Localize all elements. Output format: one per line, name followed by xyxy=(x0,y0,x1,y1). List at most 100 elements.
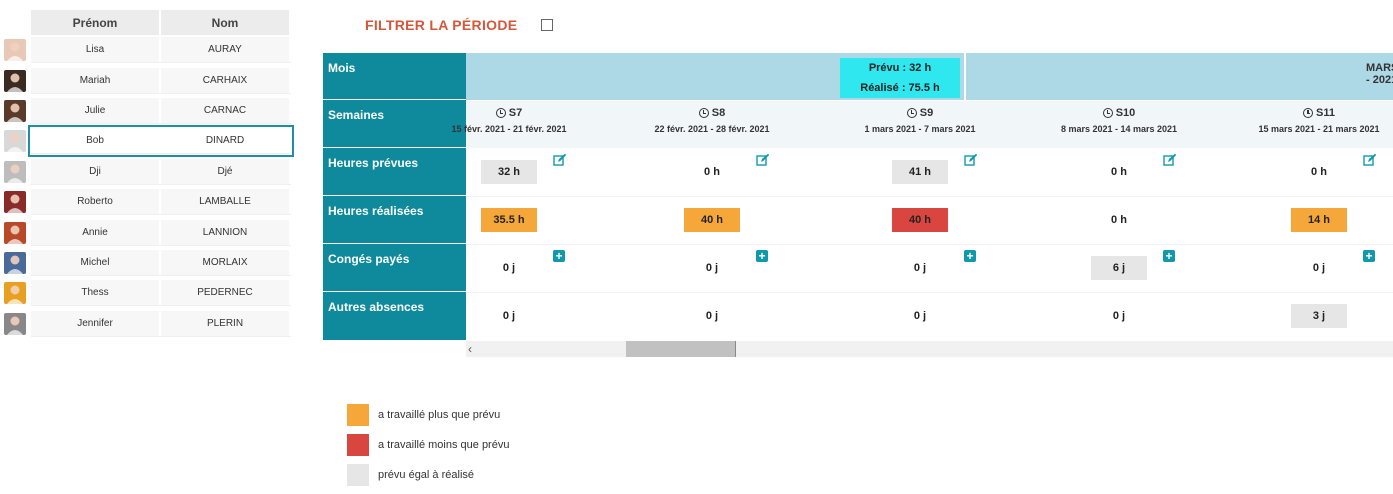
cell-autres[interactable]: 3 j xyxy=(1291,304,1347,328)
employee-nom: DINARD xyxy=(161,128,291,154)
cell-conges[interactable]: 0 j xyxy=(913,262,927,274)
cell-prevues[interactable]: 32 h xyxy=(481,160,537,184)
column-header-nom[interactable]: Nom xyxy=(161,10,291,35)
add-conges-plus-icon[interactable]: + xyxy=(1363,250,1375,262)
cell-conges[interactable]: 6 j xyxy=(1091,256,1147,280)
period-filter: FILTRER LA PÉRIODE xyxy=(365,17,554,33)
cell-prevues[interactable]: 0 h xyxy=(1111,166,1127,178)
employee-list-header: Prénom Nom xyxy=(31,10,291,35)
employee-prenom: Roberto xyxy=(31,189,161,215)
employee-row[interactable]: Thess PEDERNEC xyxy=(4,278,291,308)
employee-row[interactable]: Jennifer PLERIN xyxy=(4,309,291,339)
edit-icon[interactable] xyxy=(1163,153,1177,167)
week-number: S11 xyxy=(1316,107,1335,119)
employee-prenom: Bob xyxy=(31,128,161,154)
cell-autres[interactable]: 0 j xyxy=(913,310,927,322)
legend-item: a travaillé moins que prévu xyxy=(347,434,509,456)
add-conges-plus-icon[interactable]: + xyxy=(756,250,768,262)
week-number: S9 xyxy=(919,107,934,119)
female-avatar-icon xyxy=(4,99,26,122)
cell-realisees[interactable]: 40 h xyxy=(684,208,740,232)
edit-icon[interactable] xyxy=(1363,153,1377,167)
add-conges-plus-icon[interactable]: + xyxy=(964,250,976,262)
employee-nom: Djé xyxy=(161,158,291,184)
employee-prenom: Thess xyxy=(31,280,161,306)
employee-row[interactable]: Bob DINARD xyxy=(4,125,294,158)
month-divider xyxy=(964,53,966,100)
month-summary-realise: Réalisé : 75.5 h xyxy=(840,78,960,98)
cell-autres[interactable]: 0 j xyxy=(1112,310,1126,322)
employee-nom: CARNAC xyxy=(161,97,291,123)
cell-autres[interactable]: 0 j xyxy=(502,310,516,322)
row-label-conges-payes: Congés payés xyxy=(323,244,466,292)
legend-swatch xyxy=(347,434,369,456)
legend-label: a travaillé plus que prévu xyxy=(378,409,501,421)
cell-realisees[interactable]: 14 h xyxy=(1291,208,1347,232)
row-label-heures-prevues: Heures prévues xyxy=(323,148,466,196)
row-separator xyxy=(466,244,1393,245)
employee-nom: AURAY xyxy=(161,37,291,63)
employee-nom: LAMBALLE xyxy=(161,189,291,215)
edit-icon[interactable] xyxy=(756,153,770,167)
row-separator xyxy=(466,292,1393,293)
horizontal-scrollbar[interactable]: ‹ xyxy=(466,341,1393,357)
week-number: S7 xyxy=(508,107,523,119)
cell-conges[interactable]: 0 j xyxy=(705,262,719,274)
week-range: 1 mars 2021 - 7 mars 2021 xyxy=(864,124,976,134)
employee-row[interactable]: Lisa AURAY xyxy=(4,35,291,65)
edit-icon[interactable] xyxy=(964,153,978,167)
clock-icon xyxy=(1303,108,1314,118)
weeks-bar: S7 15 févr. 2021 - 21 févr. 2021 S8 22 févr… xyxy=(451,100,1393,148)
employee-nom: LANNION xyxy=(161,219,291,245)
legend-label: prévu égal à réalisé xyxy=(378,469,475,481)
filter-period-checkbox[interactable] xyxy=(541,19,554,31)
employee-row[interactable]: Michel MORLAIX xyxy=(4,248,291,278)
cell-conges[interactable]: 0 j xyxy=(1312,262,1326,274)
male-avatar-icon xyxy=(4,251,26,274)
employee-row[interactable]: Annie LANNION xyxy=(4,217,291,247)
cell-prevues[interactable]: 0 h xyxy=(704,166,720,178)
employee-row[interactable]: Julie CARNAC xyxy=(4,96,291,126)
month-summary-prevu: Prévu : 32 h xyxy=(840,58,960,78)
week-range: 8 mars 2021 - 14 mars 2021 xyxy=(1060,124,1178,134)
column-header-prenom[interactable]: Prénom xyxy=(31,10,161,35)
female-avatar-icon xyxy=(4,312,26,335)
employee-nom: PEDERNEC xyxy=(161,280,291,306)
edit-icon[interactable] xyxy=(553,153,567,167)
employee-list: Prénom Nom Lisa AURAY Mariah CARHAIX Julie CA… xyxy=(4,10,294,339)
employee-row[interactable]: Mariah CARHAIX xyxy=(4,65,291,95)
male-avatar-icon xyxy=(4,130,26,153)
female-avatar-icon xyxy=(4,282,26,305)
cell-prevues[interactable]: 0 h xyxy=(1311,166,1327,178)
clock-icon xyxy=(1102,108,1113,118)
week-header: S11 15 mars 2021 - 21 mars 2021 xyxy=(1219,101,1393,134)
week-number: S10 xyxy=(1115,107,1136,119)
employee-prenom: Lisa xyxy=(31,37,161,63)
scrollbar-thumb[interactable] xyxy=(626,341,736,357)
employee-row[interactable]: Roberto LAMBALLE xyxy=(4,187,291,217)
cell-realisees[interactable]: 40 h xyxy=(892,208,948,232)
row-separator xyxy=(466,196,1393,197)
week-range: 22 févr. 2021 - 28 févr. 2021 xyxy=(654,124,770,134)
default-user-icon xyxy=(4,160,26,183)
cell-conges[interactable]: 0 j xyxy=(502,262,516,274)
week-number: S8 xyxy=(711,107,726,119)
cell-realisees[interactable]: 0 h xyxy=(1111,214,1127,226)
months-bar: Prévu : 32 h Réalisé : 75.5 h MARS - 202… xyxy=(466,53,1393,100)
add-conges-plus-icon[interactable]: + xyxy=(553,250,565,262)
legend: a travaillé plus que prévu a travaillé mo… xyxy=(347,404,509,494)
clock-icon xyxy=(698,108,709,118)
employee-prenom: Mariah xyxy=(31,67,161,93)
week-header: S9 1 mars 2021 - 7 mars 2021 xyxy=(820,101,1020,134)
employee-nom: CARHAIX xyxy=(161,67,291,93)
scroll-left-arrow-icon[interactable]: ‹ xyxy=(468,342,472,356)
employee-row[interactable]: Dji Djé xyxy=(4,157,291,187)
row-label-mois: Mois xyxy=(323,53,466,100)
cell-autres[interactable]: 0 j xyxy=(705,310,719,322)
add-conges-plus-icon[interactable]: + xyxy=(1163,250,1175,262)
cell-realisees[interactable]: 35.5 h xyxy=(481,208,537,232)
female-avatar-icon xyxy=(4,39,26,62)
legend-item: a travaillé plus que prévu xyxy=(347,404,509,426)
cell-prevues[interactable]: 41 h xyxy=(892,160,948,184)
legend-swatch xyxy=(347,464,369,486)
